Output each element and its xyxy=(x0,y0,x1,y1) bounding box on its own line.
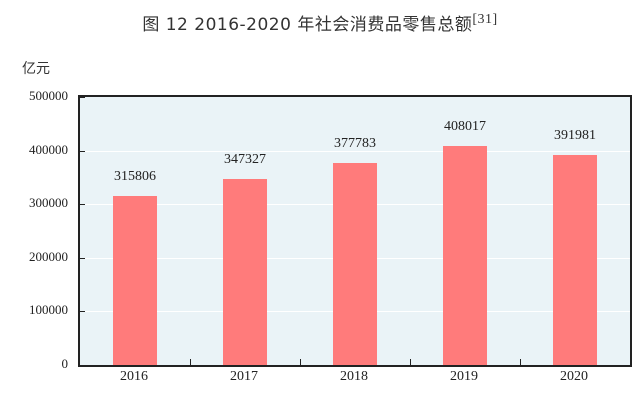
value-label: 377783 xyxy=(334,135,376,151)
bar-2016 xyxy=(113,195,157,365)
x-tick-label: 2017 xyxy=(230,369,258,384)
value-label: 391981 xyxy=(554,127,596,143)
plot-area: 315806 347327 377783 408017 391981 xyxy=(78,95,632,367)
y-tick xyxy=(80,204,85,206)
chart-title: 图 12 2016-2020 年社会消费品零售总额[31] xyxy=(0,10,640,35)
value-label: 347327 xyxy=(224,151,266,167)
y-tick xyxy=(80,257,85,259)
y-tick-label: 400000 xyxy=(29,141,68,157)
reference-mark: [31] xyxy=(472,12,498,27)
x-tick-label: 2020 xyxy=(560,369,588,384)
y-tick xyxy=(80,97,85,98)
x-tick xyxy=(410,359,411,365)
y-tick-label: 500000 xyxy=(29,88,68,103)
y-axis-unit-label: 亿元 xyxy=(22,61,50,77)
x-tick xyxy=(300,359,301,365)
chart-title-text: 图 12 2016-2020 年社会消费品零售总额 xyxy=(142,15,473,35)
bar-2020 xyxy=(553,154,597,365)
bar-2017 xyxy=(223,178,267,365)
gridline xyxy=(80,150,630,152)
y-tick-label: 300000 xyxy=(29,195,68,211)
y-tick-label: 200000 xyxy=(29,248,68,264)
value-label: 315806 xyxy=(114,168,156,184)
y-tick-label: 0 xyxy=(61,356,69,371)
x-tick-label: 2018 xyxy=(340,369,368,384)
y-tick xyxy=(80,311,85,313)
bar-2019 xyxy=(443,146,487,365)
y-tick-label: 100000 xyxy=(29,302,68,318)
x-tick xyxy=(190,359,191,365)
bar-2018 xyxy=(333,162,377,365)
x-tick xyxy=(520,359,521,365)
x-tick-label: 2019 xyxy=(450,369,478,384)
y-tick xyxy=(80,365,85,366)
value-label: 408017 xyxy=(444,119,486,135)
y-tick xyxy=(80,150,85,152)
x-tick-label: 2016 xyxy=(120,369,148,384)
